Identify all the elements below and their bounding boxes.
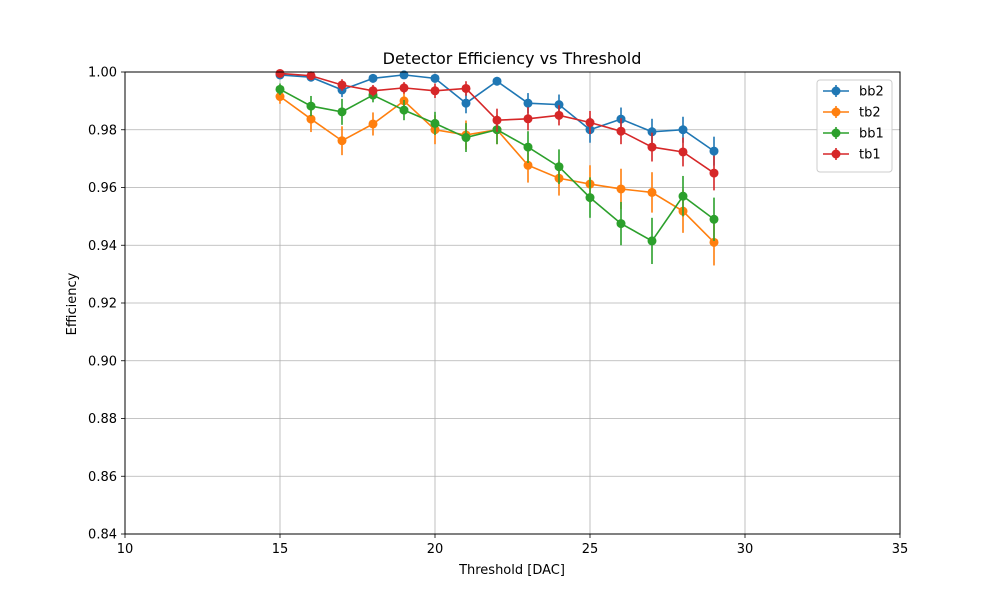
data-point bbox=[461, 83, 471, 93]
data-point bbox=[678, 147, 688, 157]
data-point bbox=[709, 214, 719, 224]
data-point bbox=[492, 115, 502, 125]
data-point bbox=[585, 193, 595, 203]
x-tick-label: 25 bbox=[582, 542, 599, 557]
y-tick-label: 0.92 bbox=[88, 297, 117, 312]
data-point bbox=[554, 110, 564, 120]
y-tick-label: 0.96 bbox=[88, 181, 117, 196]
data-point bbox=[399, 105, 409, 115]
data-point bbox=[337, 107, 347, 117]
data-point bbox=[337, 80, 347, 90]
data-point bbox=[275, 68, 285, 78]
x-tick-label: 35 bbox=[892, 542, 909, 557]
data-point bbox=[461, 133, 471, 143]
legend-label: bb1 bbox=[859, 127, 884, 142]
data-point bbox=[461, 98, 471, 108]
data-point bbox=[399, 70, 409, 80]
x-tick-label: 15 bbox=[272, 542, 289, 557]
data-point bbox=[368, 86, 378, 96]
legend-label: tb2 bbox=[859, 106, 881, 121]
data-point bbox=[492, 76, 502, 86]
legend: bb2 tb2 bb1 tb1 bbox=[816, 79, 893, 173]
data-point bbox=[585, 118, 595, 128]
legend-marker bbox=[831, 128, 841, 138]
series-tb1 bbox=[275, 68, 719, 191]
data-point bbox=[616, 219, 626, 229]
x-axis-label: Threshold [DAC] bbox=[458, 563, 565, 578]
y-tick-label: 0.88 bbox=[88, 412, 117, 427]
data-point bbox=[399, 83, 409, 93]
y-tick-label: 0.84 bbox=[88, 528, 117, 543]
data-point bbox=[306, 71, 316, 81]
data-point bbox=[709, 237, 719, 247]
y-tick-label: 0.94 bbox=[88, 239, 117, 254]
legend-marker bbox=[831, 86, 841, 96]
data-point bbox=[554, 162, 564, 172]
data-point bbox=[647, 236, 657, 246]
series-layer bbox=[275, 68, 719, 266]
data-point bbox=[554, 100, 564, 110]
data-point bbox=[523, 114, 533, 124]
legend-label: tb1 bbox=[859, 148, 881, 163]
data-point bbox=[709, 146, 719, 156]
data-point bbox=[430, 73, 440, 83]
data-point bbox=[306, 101, 316, 111]
data-point bbox=[678, 191, 688, 201]
data-point bbox=[647, 187, 657, 197]
x-tick-label: 20 bbox=[427, 542, 444, 557]
y-axis-label: Efficiency bbox=[65, 272, 80, 335]
y-tick-label: 0.98 bbox=[88, 123, 117, 138]
chart-title: Detector Efficiency vs Threshold bbox=[383, 49, 642, 68]
data-point bbox=[523, 142, 533, 152]
data-point bbox=[306, 114, 316, 124]
x-tick-label: 30 bbox=[737, 542, 754, 557]
data-point bbox=[430, 86, 440, 96]
data-point bbox=[337, 136, 347, 146]
data-point bbox=[368, 73, 378, 83]
data-point bbox=[368, 119, 378, 129]
legend-label: bb2 bbox=[859, 85, 884, 100]
data-point bbox=[616, 126, 626, 136]
y-tick-label: 1.00 bbox=[88, 66, 117, 81]
data-point bbox=[275, 84, 285, 94]
data-point bbox=[616, 184, 626, 194]
data-point bbox=[709, 168, 719, 178]
data-point bbox=[523, 98, 533, 108]
data-point bbox=[523, 160, 533, 170]
data-point bbox=[647, 142, 657, 152]
data-point bbox=[678, 125, 688, 135]
data-point bbox=[275, 92, 285, 102]
legend-marker bbox=[831, 107, 841, 117]
data-point bbox=[430, 118, 440, 128]
x-tick-label: 10 bbox=[117, 542, 134, 557]
legend-marker bbox=[831, 149, 841, 159]
y-tick-label: 0.90 bbox=[88, 354, 117, 369]
y-tick-label: 0.86 bbox=[88, 470, 117, 485]
axis-ticks: 10 15 20 25 30 35 0.84 0.86 0.88 0.90 0.92 0.94 0.96… bbox=[88, 66, 908, 558]
data-point bbox=[647, 127, 657, 137]
